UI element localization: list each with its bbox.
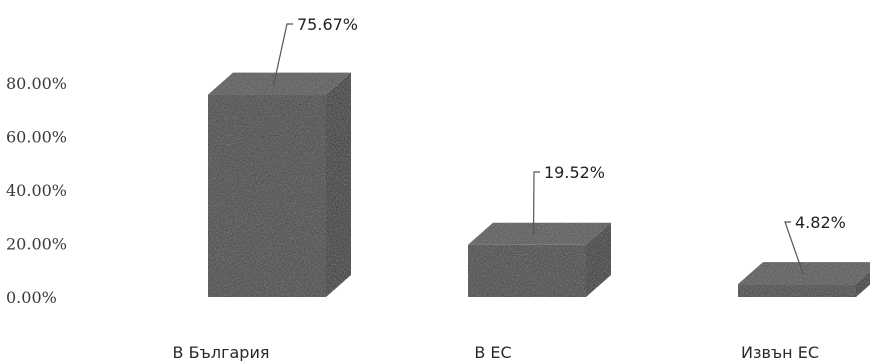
category-label: Извън ЕС	[741, 343, 819, 361]
y-tick-label: 80.00%	[6, 74, 67, 93]
bar	[208, 72, 351, 297]
bar-top	[208, 72, 351, 95]
data-labels: 75.67% 19.52% 4.82%	[272, 15, 846, 276]
bar-front	[208, 94, 326, 297]
bar-top	[738, 262, 870, 285]
y-tick-label: 20.00%	[6, 235, 67, 254]
y-tick-label: 60.00%	[6, 128, 67, 147]
category-label: В ЕС	[474, 343, 511, 361]
leader-line	[784, 221, 805, 276]
category-label: В България	[173, 343, 270, 361]
bar	[738, 262, 870, 297]
bar-side	[326, 72, 351, 297]
bars	[208, 72, 870, 297]
data-label: 75.67%	[297, 15, 358, 34]
leader-line	[272, 23, 293, 86]
bar	[468, 222, 611, 297]
y-tick-label: 0.00%	[6, 288, 57, 307]
y-axis: 0.00% 20.00% 40.00% 60.00% 80.00%	[6, 74, 67, 307]
data-label: 4.82%	[795, 213, 846, 232]
y-tick-label: 40.00%	[6, 181, 67, 200]
data-label: 19.52%	[544, 163, 605, 182]
category-labels: В България В ЕС Извън ЕС	[173, 343, 820, 361]
bar-side	[856, 271, 870, 297]
bar-front	[468, 244, 586, 297]
bar-side	[586, 222, 611, 297]
leader-line	[532, 171, 540, 236]
bar-top	[468, 222, 611, 245]
bar-front	[738, 284, 856, 297]
